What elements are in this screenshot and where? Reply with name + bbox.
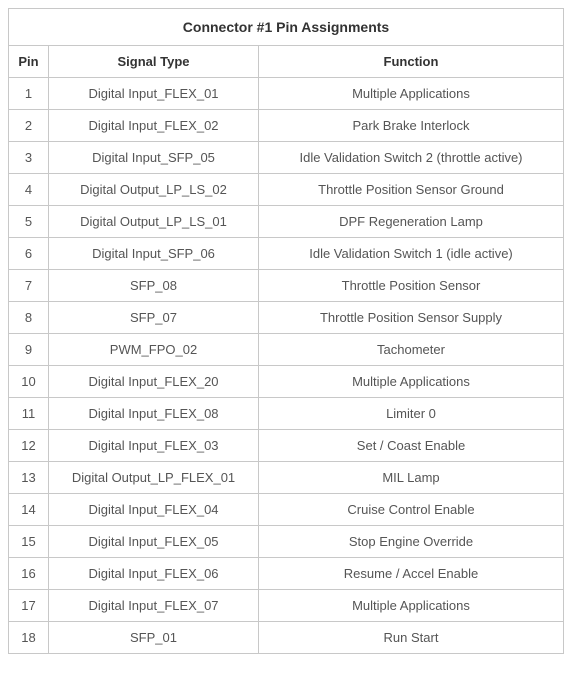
cell-signal: SFP_08 [49, 270, 259, 302]
cell-function: Resume / Accel Enable [259, 558, 564, 590]
cell-function: Throttle Position Sensor Ground [259, 174, 564, 206]
cell-pin: 2 [9, 110, 49, 142]
cell-signal: Digital Output_LP_FLEX_01 [49, 462, 259, 494]
table-row: 2Digital Input_FLEX_02Park Brake Interlo… [9, 110, 564, 142]
table-row: 5Digital Output_LP_LS_01DPF Regeneration… [9, 206, 564, 238]
cell-signal: PWM_FPO_02 [49, 334, 259, 366]
cell-signal: Digital Input_FLEX_02 [49, 110, 259, 142]
cell-signal: Digital Output_LP_LS_01 [49, 206, 259, 238]
table-row: 14Digital Input_FLEX_04Cruise Control En… [9, 494, 564, 526]
cell-pin: 4 [9, 174, 49, 206]
table-title: Connector #1 Pin Assignments [9, 9, 564, 46]
cell-pin: 15 [9, 526, 49, 558]
table-row: 11Digital Input_FLEX_08Limiter 0 [9, 398, 564, 430]
cell-function: Set / Coast Enable [259, 430, 564, 462]
table-row: 12Digital Input_FLEX_03Set / Coast Enabl… [9, 430, 564, 462]
table-row: 7SFP_08Throttle Position Sensor [9, 270, 564, 302]
table-row: 1Digital Input_FLEX_01Multiple Applicati… [9, 78, 564, 110]
cell-function: Cruise Control Enable [259, 494, 564, 526]
cell-pin: 3 [9, 142, 49, 174]
table-row: 15Digital Input_FLEX_05Stop Engine Overr… [9, 526, 564, 558]
col-header-pin: Pin [9, 46, 49, 78]
table-row: 17Digital Input_FLEX_07Multiple Applicat… [9, 590, 564, 622]
table-row: 6Digital Input_SFP_06Idle Validation Swi… [9, 238, 564, 270]
cell-function: Idle Validation Switch 1 (idle active) [259, 238, 564, 270]
cell-pin: 14 [9, 494, 49, 526]
cell-pin: 17 [9, 590, 49, 622]
cell-signal: Digital Input_FLEX_05 [49, 526, 259, 558]
table-row: 10Digital Input_FLEX_20Multiple Applicat… [9, 366, 564, 398]
cell-function: DPF Regeneration Lamp [259, 206, 564, 238]
table-title-row: Connector #1 Pin Assignments [9, 9, 564, 46]
cell-function: Multiple Applications [259, 590, 564, 622]
col-header-signal: Signal Type [49, 46, 259, 78]
table-row: 16Digital Input_FLEX_06Resume / Accel En… [9, 558, 564, 590]
cell-signal: Digital Input_FLEX_03 [49, 430, 259, 462]
cell-signal: Digital Input_FLEX_06 [49, 558, 259, 590]
table-row: 3Digital Input_SFP_05Idle Validation Swi… [9, 142, 564, 174]
cell-function: Park Brake Interlock [259, 110, 564, 142]
cell-function: Tachometer [259, 334, 564, 366]
table-row: 9PWM_FPO_02Tachometer [9, 334, 564, 366]
cell-signal: Digital Input_FLEX_20 [49, 366, 259, 398]
cell-pin: 13 [9, 462, 49, 494]
cell-function: MIL Lamp [259, 462, 564, 494]
cell-pin: 16 [9, 558, 49, 590]
cell-signal: Digital Input_SFP_06 [49, 238, 259, 270]
cell-function: Limiter 0 [259, 398, 564, 430]
cell-pin: 8 [9, 302, 49, 334]
table-row: 18SFP_01Run Start [9, 622, 564, 654]
cell-signal: Digital Input_FLEX_01 [49, 78, 259, 110]
col-header-function: Function [259, 46, 564, 78]
cell-pin: 11 [9, 398, 49, 430]
cell-pin: 18 [9, 622, 49, 654]
cell-signal: Digital Input_SFP_05 [49, 142, 259, 174]
cell-function: Multiple Applications [259, 366, 564, 398]
cell-pin: 10 [9, 366, 49, 398]
cell-function: Stop Engine Override [259, 526, 564, 558]
cell-function: Multiple Applications [259, 78, 564, 110]
cell-signal: Digital Input_FLEX_04 [49, 494, 259, 526]
cell-signal: Digital Input_FLEX_08 [49, 398, 259, 430]
cell-pin: 1 [9, 78, 49, 110]
pin-assignments-table: Connector #1 Pin Assignments Pin Signal … [8, 8, 564, 654]
cell-signal: Digital Input_FLEX_07 [49, 590, 259, 622]
cell-signal: Digital Output_LP_LS_02 [49, 174, 259, 206]
table-row: 13Digital Output_LP_FLEX_01MIL Lamp [9, 462, 564, 494]
cell-pin: 6 [9, 238, 49, 270]
cell-pin: 9 [9, 334, 49, 366]
cell-function: Throttle Position Sensor Supply [259, 302, 564, 334]
cell-pin: 5 [9, 206, 49, 238]
cell-signal: SFP_01 [49, 622, 259, 654]
table-row: 8SFP_07Throttle Position Sensor Supply [9, 302, 564, 334]
cell-pin: 12 [9, 430, 49, 462]
cell-signal: SFP_07 [49, 302, 259, 334]
cell-pin: 7 [9, 270, 49, 302]
cell-function: Throttle Position Sensor [259, 270, 564, 302]
table-row: 4Digital Output_LP_LS_02Throttle Positio… [9, 174, 564, 206]
table-body: 1Digital Input_FLEX_01Multiple Applicati… [9, 78, 564, 654]
table-header-row: Pin Signal Type Function [9, 46, 564, 78]
cell-function: Idle Validation Switch 2 (throttle activ… [259, 142, 564, 174]
cell-function: Run Start [259, 622, 564, 654]
